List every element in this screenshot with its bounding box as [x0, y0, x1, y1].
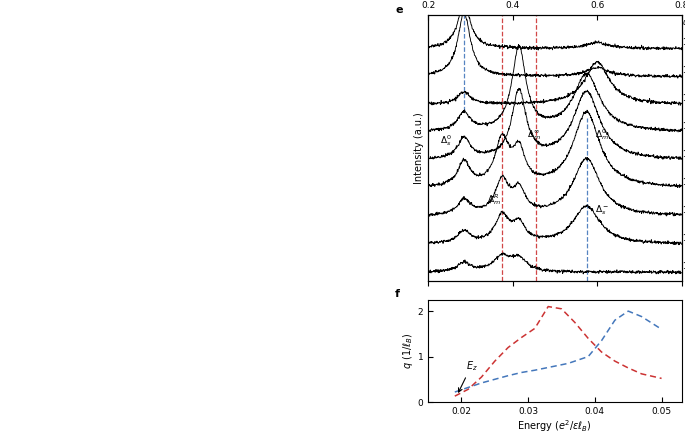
Text: $\Delta_s^-$: $\Delta_s^-$: [595, 204, 609, 217]
Text: 1,521.54: 1,521.54: [682, 38, 685, 47]
Text: $\Delta_s^0$: $\Delta_s^0$: [440, 133, 451, 148]
Text: 1,521.49: 1,521.49: [682, 94, 685, 103]
X-axis label: Energy ($e^2/\varepsilon\ell_B$): Energy ($e^2/\varepsilon\ell_B$): [517, 419, 593, 434]
Text: f: f: [395, 289, 400, 299]
Text: 1,521.17: 1,521.17: [682, 234, 685, 243]
Text: 1,521.53: 1,521.53: [682, 66, 685, 75]
Text: $E_z$: $E_z$: [458, 359, 477, 392]
Text: $\Delta_m^R$: $\Delta_m^R$: [487, 192, 501, 207]
Text: $\Delta_m^\infty$: $\Delta_m^\infty$: [527, 128, 541, 142]
Text: 1,521.25: 1,521.25: [682, 150, 685, 159]
Y-axis label: $q$ (1/$\ell_B$): $q$ (1/$\ell_B$): [401, 333, 414, 369]
Text: 1,521.19: 1,521.19: [682, 206, 685, 215]
Text: $\Delta_m^0$: $\Delta_m^0$: [595, 127, 609, 142]
Text: 1,521.15: 1,521.15: [682, 262, 685, 271]
Text: e: e: [395, 5, 403, 15]
Text: $\omega_L$ (meV): $\omega_L$ (meV): [682, 17, 685, 29]
Text: 1,521.26: 1,521.26: [682, 122, 685, 131]
Y-axis label: Intensity (a.u.): Intensity (a.u.): [414, 112, 424, 184]
Text: 1,521.21: 1,521.21: [682, 178, 685, 187]
